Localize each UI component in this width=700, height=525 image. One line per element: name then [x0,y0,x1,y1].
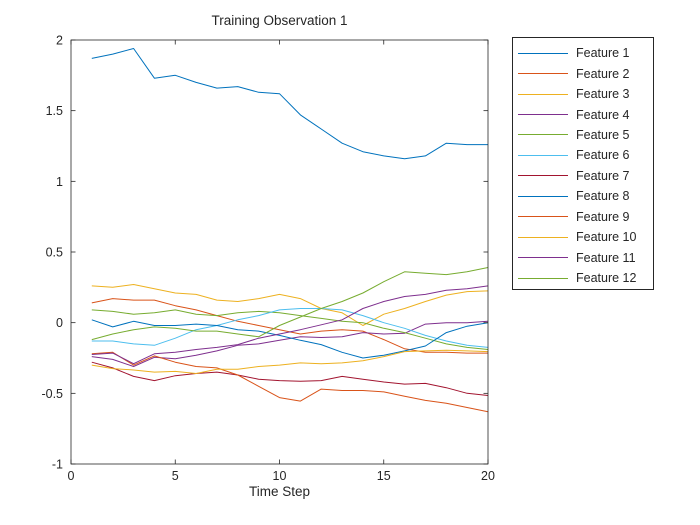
series-feature-5 [91,309,489,350]
y-tick-label: 2 [56,34,63,48]
x-tick-label: 15 [377,469,391,483]
legend-item: Feature 4 [513,104,653,124]
y-tick-label: -1 [52,458,63,472]
legend-item: Feature 9 [513,207,653,227]
series-feature-9 [91,351,489,413]
chart-title: Training Observation 1 [211,13,347,28]
legend-label: Feature 8 [576,189,630,204]
legend-item: Feature 3 [513,84,653,104]
series-feature-4 [91,320,489,367]
x-tick-label: 5 [172,469,179,483]
legend-line-swatch [518,236,568,238]
legend-label: Feature 3 [576,87,630,102]
legend-label: Feature 1 [576,46,630,61]
legend-label: Feature 6 [576,148,630,163]
legend-label: Feature 11 [576,250,636,265]
legend-item: Feature 12 [513,268,653,288]
legend-item: Feature 5 [513,125,653,145]
series-feature-6 [91,308,489,348]
legend-item: Feature 6 [513,145,653,165]
x-tick-label: 10 [273,469,287,483]
series-feature-1 [91,48,488,160]
x-tick-label: 0 [68,469,75,483]
series-feature-3 [91,284,489,326]
y-tick-label: 1.5 [46,104,63,118]
legend-line-swatch [518,195,568,197]
legend-line-swatch [518,257,568,259]
legend-line-swatch [518,216,568,218]
series-feature-10 [91,349,489,374]
legend-label: Feature 12 [576,271,637,286]
legend-label: Feature 9 [576,209,630,224]
y-tick-label: 1 [56,175,63,189]
legend-label: Feature 7 [576,168,630,183]
legend-item: Feature 10 [513,227,653,247]
legend-label: Feature 4 [576,107,630,122]
legend-box: Feature 1 Feature 2 Feature 3 Feature 4 Feat… [512,37,654,290]
series-feature-7 [91,361,489,396]
legend-item: Feature 7 [513,166,653,186]
legend-line-swatch [518,154,568,156]
legend-line-swatch [518,175,568,177]
legend-item: Feature 11 [513,247,653,267]
legend-label: Feature 2 [576,66,630,81]
series-feature-8 [91,319,489,359]
legend-line-swatch [518,277,568,279]
legend-line-swatch [518,114,568,116]
legend-line-swatch [518,93,568,95]
x-tick-label: 20 [481,469,495,483]
legend-item: Feature 8 [513,186,653,206]
series-feature-12 [91,267,489,341]
x-axis-label: Time Step [249,484,310,499]
legend-line-swatch [518,134,568,136]
legend-item: Feature 2 [513,63,653,83]
legend-item: Feature 1 [513,43,653,63]
legend-line-swatch [518,52,568,54]
legend-label: Feature 5 [576,127,630,142]
y-tick-label: 0 [56,316,63,330]
legend-label: Feature 10 [576,230,637,245]
y-tick-label: 0.5 [46,246,63,260]
legend-line-swatch [518,73,568,75]
y-tick-label: -0.5 [41,387,63,401]
series-feature-11 [91,285,489,365]
